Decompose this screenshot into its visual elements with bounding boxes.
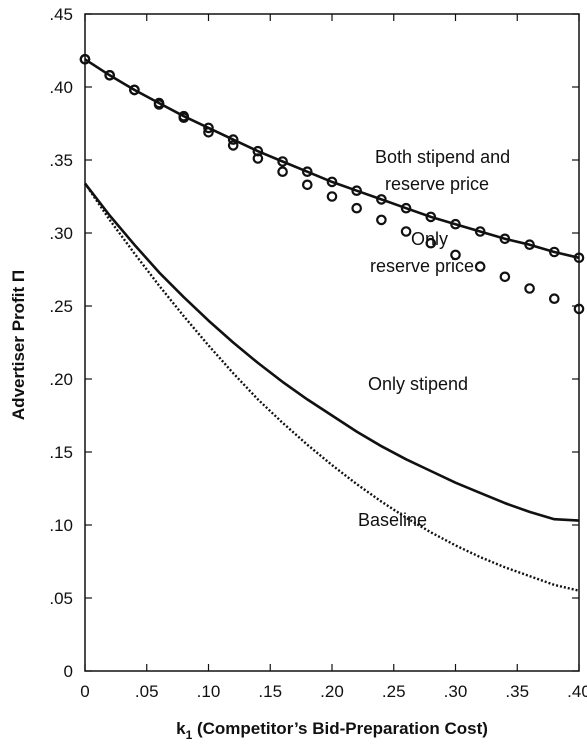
data-point xyxy=(425,237,437,249)
data-point xyxy=(301,179,313,191)
annotation-both-line1: Both stipend and xyxy=(375,147,510,167)
data-point xyxy=(351,202,362,214)
series-layer xyxy=(79,53,585,592)
y-tick-label: 0 xyxy=(64,662,73,681)
data-point xyxy=(203,122,214,134)
data-point xyxy=(326,176,338,188)
data-point xyxy=(573,252,585,264)
series-line xyxy=(84,58,580,260)
data-point xyxy=(450,218,461,230)
x-axis-title: k1 (Competitor’s Bid-Preparation Cost) xyxy=(176,719,488,742)
data-point xyxy=(376,194,387,205)
series-baseline xyxy=(84,182,580,592)
y-tick-label: .40 xyxy=(49,78,73,97)
y-tick-label: .15 xyxy=(49,443,73,462)
x-tick-label: .25 xyxy=(382,682,406,701)
series-line-dotted xyxy=(84,182,580,592)
data-point xyxy=(203,127,214,138)
y-tick-label: .10 xyxy=(49,516,73,535)
data-point xyxy=(376,214,387,226)
x-axis-title-rest: (Competitor’s Bid-Preparation Cost) xyxy=(192,719,488,738)
x-tick-label: .20 xyxy=(320,682,344,701)
x-tick-label: .30 xyxy=(444,682,468,701)
x-tick-label: .40 xyxy=(567,682,587,701)
annotation-reserve-line1: Only xyxy=(411,229,448,249)
data-point xyxy=(277,156,288,167)
data-point xyxy=(301,166,313,177)
annotation-baseline: Baseline xyxy=(358,510,427,530)
data-point xyxy=(548,246,560,258)
x-tick-label: .15 xyxy=(258,682,282,701)
data-point xyxy=(351,185,362,196)
x-tick-label: .10 xyxy=(197,682,221,701)
x-axis-title-k: k xyxy=(176,719,186,738)
x-axis-ticks xyxy=(84,14,580,671)
data-point xyxy=(277,166,288,177)
data-point xyxy=(178,112,190,123)
data-point xyxy=(548,293,560,304)
x-tick-label: .05 xyxy=(135,682,159,701)
data-point xyxy=(474,226,486,237)
x-tick-label: 0 xyxy=(80,682,89,701)
y-axis-ticks xyxy=(85,13,579,672)
data-point xyxy=(499,271,511,283)
x-tick-label: .35 xyxy=(505,682,529,701)
data-point xyxy=(573,303,585,315)
data-point xyxy=(400,226,412,237)
series-line xyxy=(83,182,580,522)
y-tick-label: .20 xyxy=(49,370,73,389)
data-point xyxy=(499,233,511,245)
data-point xyxy=(450,249,461,261)
x-axis-title-subscript: 1 xyxy=(186,728,193,742)
y-tick-label: .35 xyxy=(49,151,73,170)
series-only-reserve-price xyxy=(79,53,585,315)
data-point xyxy=(252,153,264,164)
data-point xyxy=(79,53,91,65)
series-only-stipend xyxy=(83,182,580,522)
data-point xyxy=(425,211,437,223)
y-tick-label: .05 xyxy=(49,589,73,608)
data-point xyxy=(153,99,165,110)
data-point xyxy=(326,191,338,202)
annotation-both-line2: reserve price xyxy=(385,174,489,194)
data-point xyxy=(400,202,412,214)
y-axis-title: Advertiser Profit Π xyxy=(9,270,28,420)
y-axis-tick-labels: 0 .05 .10 .15 .20 .25 .30 .35 .40 .45 xyxy=(49,5,73,681)
data-point xyxy=(227,140,239,151)
data-point xyxy=(104,70,115,81)
annotation-reserve-line2: reserve price xyxy=(370,256,474,276)
data-point xyxy=(524,283,535,294)
annotation-stipend: Only stipend xyxy=(368,374,468,394)
x-axis-tick-labels: 0 .05 .10 .15 .20 .25 .30 .35 .40 xyxy=(80,682,587,701)
data-point xyxy=(474,261,486,272)
plot-frame xyxy=(84,13,580,672)
data-point xyxy=(227,134,239,145)
y-tick-label: .30 xyxy=(49,224,73,243)
data-point xyxy=(129,84,140,96)
y-tick-label: .25 xyxy=(49,297,73,316)
data-point xyxy=(524,239,535,250)
y-tick-label: .45 xyxy=(49,5,73,24)
